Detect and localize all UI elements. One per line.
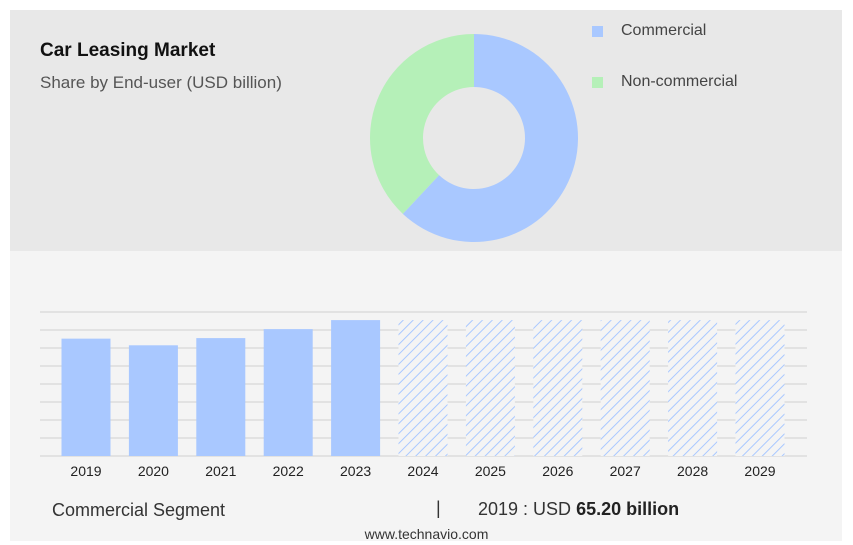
- segment-label: Commercial Segment: [52, 500, 226, 520]
- x-tick-label: 2021: [205, 463, 236, 479]
- x-tick-label: 2023: [340, 463, 371, 479]
- source-credit: www.technavio.com: [364, 526, 489, 542]
- legend-swatch-non-commercial: [592, 76, 603, 88]
- x-tick-label: 2029: [744, 463, 775, 479]
- bar-2022: [263, 329, 313, 456]
- footer-separator: |: [436, 498, 441, 518]
- x-tick-label: 2024: [407, 463, 438, 479]
- donut-slice-commercial: [402, 34, 579, 242]
- legend-swatch-commercial: [592, 25, 603, 37]
- x-tick-label: 2019: [70, 463, 101, 479]
- legend-item-non-commercial: Non-commercial: [592, 73, 737, 91]
- segment-value: 2019 : USD 65.20 billion: [478, 499, 679, 520]
- x-tick-label: 2020: [138, 463, 169, 479]
- forecast-bar-2026: [533, 320, 583, 456]
- legend-label-commercial: Commercial: [621, 22, 707, 39]
- bar-2021: [196, 338, 246, 456]
- x-tick-label: 2022: [273, 463, 304, 479]
- forecast-bar-2029: [735, 320, 785, 456]
- bar-2020: [128, 345, 178, 456]
- forecast-bar-2028: [668, 320, 718, 456]
- bar-2023: [331, 320, 381, 456]
- donut-slice-non-commercial: [370, 34, 474, 214]
- x-tick-label: 2025: [475, 463, 506, 479]
- x-tick-label: 2026: [542, 463, 573, 479]
- x-tick-label: 2027: [610, 463, 641, 479]
- legend-label-non-commercial: Non-commercial: [621, 73, 738, 90]
- donut-chart: [370, 34, 579, 242]
- bar-chart: 2019 2020 2021 2022 2023 2024 2025 2026 2027 2028…: [40, 311, 807, 479]
- legend-item-commercial: Commercial: [592, 22, 706, 40]
- chart-title: Car Leasing Market: [40, 40, 216, 61]
- segment-year-value: 2019 : USD: [478, 499, 572, 519]
- segment-highlight-value: 65.20 billion: [576, 499, 680, 519]
- chart-subtitle: Share by End-user (USD billion): [40, 73, 282, 92]
- forecast-bar-2025: [465, 320, 515, 456]
- forecast-bar-2027: [600, 320, 650, 456]
- bar-2019: [61, 338, 111, 456]
- forecast-bar-2024: [398, 320, 448, 456]
- x-tick-label: 2028: [677, 463, 708, 479]
